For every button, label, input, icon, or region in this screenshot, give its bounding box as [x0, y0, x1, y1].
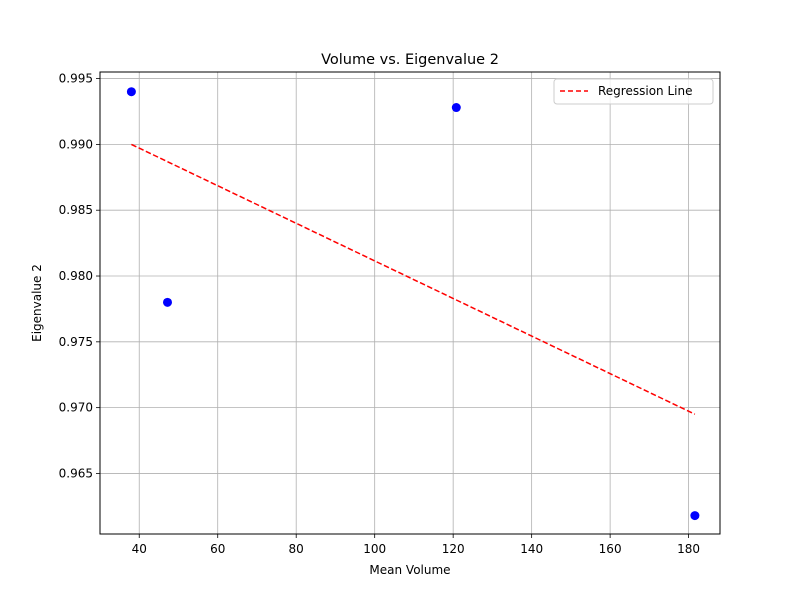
x-tick-label: 140 [520, 542, 543, 556]
chart-title: Volume vs. Eigenvalue 2 [321, 52, 499, 68]
legend: Regression Line [553, 78, 714, 105]
y-tick-label: 0.990 [59, 137, 93, 151]
x-tick-label: 120 [442, 542, 465, 556]
regression-line [131, 143, 696, 415]
legend-box [553, 78, 714, 105]
scatter-point [126, 87, 136, 97]
plot-frame [99, 71, 721, 535]
x-tick-label: 180 [677, 542, 700, 556]
y-tick-label: 0.970 [59, 401, 93, 415]
y-tick-label: 0.980 [59, 269, 93, 283]
axis-ticks: 40 60 80 100 120 140 160 180 0.965 0.970 0.975 0.98… [59, 72, 700, 556]
x-tick-label: 160 [599, 542, 622, 556]
scatter-point [162, 297, 172, 307]
x-tick-label: 80 [289, 542, 304, 556]
data-series [126, 87, 700, 521]
y-tick-label: 0.995 [59, 72, 93, 86]
scatter-point [451, 103, 461, 113]
legend-label-regression: Regression Line [598, 84, 692, 98]
y-tick-label: 0.975 [59, 335, 93, 349]
x-tick-label: 60 [210, 542, 225, 556]
grid-lines [100, 72, 720, 534]
x-tick-label: 100 [363, 542, 386, 556]
y-tick-label: 0.965 [59, 466, 93, 480]
y-tick-label: 0.985 [59, 203, 93, 217]
x-axis-label: Mean Volume [369, 563, 450, 577]
y-axis-label: Eigenvalue 2 [30, 264, 44, 342]
x-tick-label: 40 [132, 542, 147, 556]
scatter-point [690, 511, 700, 521]
